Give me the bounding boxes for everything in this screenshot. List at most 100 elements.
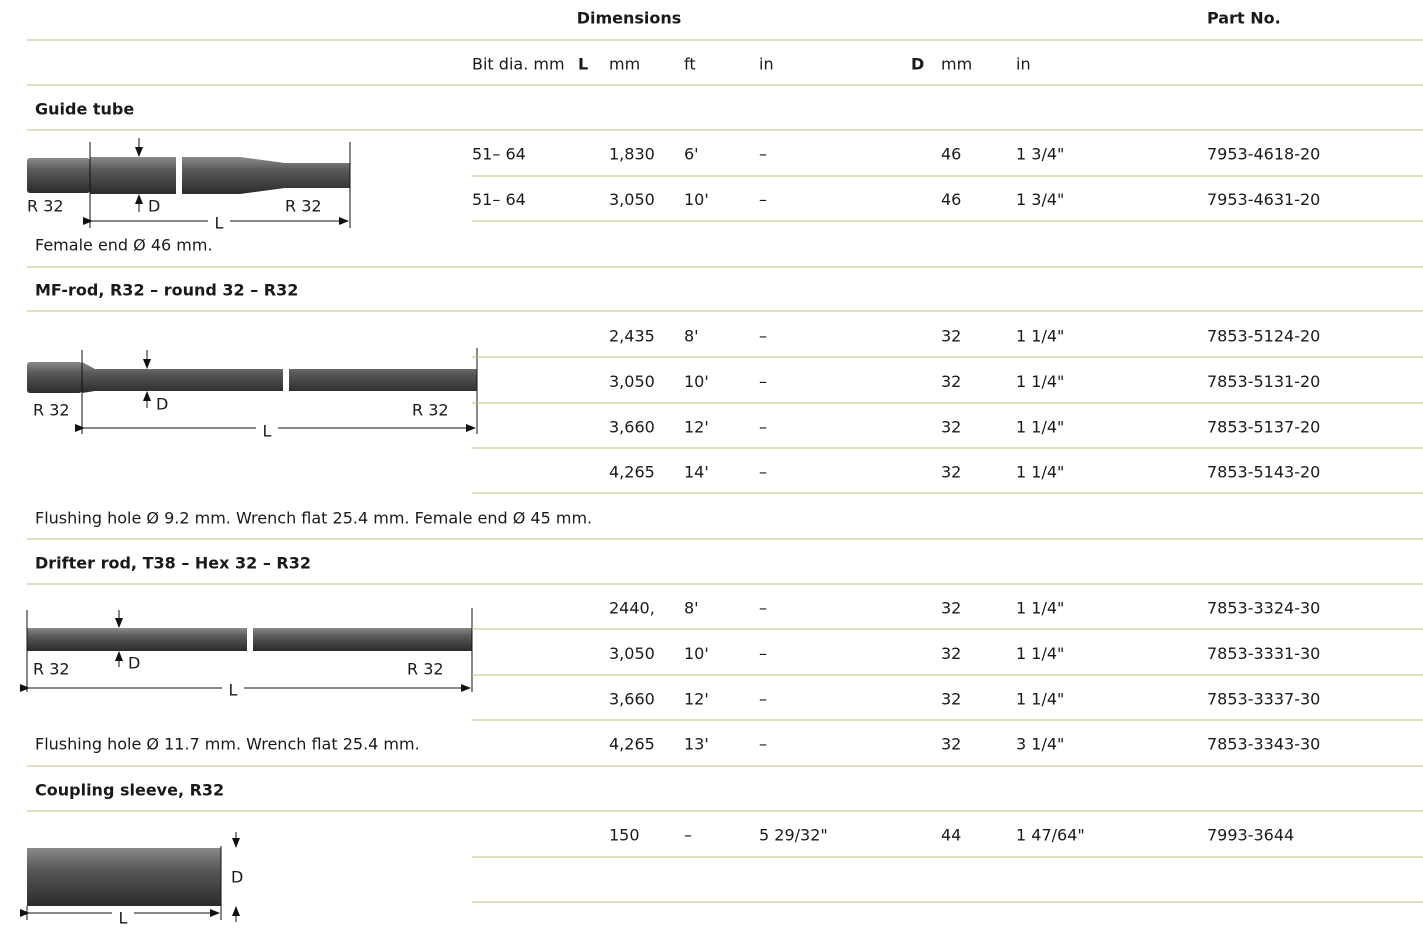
column-header: ft: [684, 55, 696, 74]
note: Female end Ø 46 mm.: [35, 236, 213, 255]
d-label: D: [156, 395, 168, 414]
cell: 7853-5143-20: [1207, 463, 1320, 482]
cell: 13': [684, 735, 709, 754]
cell: 32: [941, 417, 961, 436]
cell: –: [759, 599, 767, 618]
end-label: R 32: [33, 660, 70, 679]
cell: 7853-3337-30: [1207, 689, 1320, 708]
cell: 7853-5124-20: [1207, 327, 1320, 346]
cell: 1 1/4": [1016, 372, 1064, 391]
column-header: in: [1016, 55, 1031, 74]
cell: 32: [941, 327, 961, 346]
cell: 10': [684, 190, 709, 209]
cell: –: [759, 735, 767, 754]
cell: 7953-4618-20: [1207, 145, 1320, 164]
cell: –: [759, 644, 767, 663]
cell: 10': [684, 644, 709, 663]
cell: 1 3/4": [1016, 190, 1064, 209]
cell: 3,660: [609, 417, 655, 436]
note: Flushing hole Ø 9.2 mm. Wrench flat 25.4…: [35, 509, 592, 528]
l-label: L: [119, 909, 128, 928]
cell: 32: [941, 463, 961, 482]
cell: 7853-5131-20: [1207, 372, 1320, 391]
l-label: L: [229, 681, 238, 700]
column-header: mm: [941, 55, 972, 74]
cell: 10': [684, 372, 709, 391]
cell: 7853-5137-20: [1207, 417, 1320, 436]
d-label: D: [148, 197, 160, 216]
cell: 7853-3324-30: [1207, 599, 1320, 618]
cell: 8': [684, 327, 699, 346]
column-header: Bit dia. mm: [472, 55, 565, 74]
cell: 3,660: [609, 689, 655, 708]
cell: 8': [684, 599, 699, 618]
cell: –: [759, 417, 767, 436]
part-no-header: Part No.: [1207, 9, 1281, 28]
cell: 1 1/4": [1016, 599, 1064, 618]
cell: 51– 64: [472, 145, 526, 164]
end-label: R 32: [33, 401, 70, 420]
cell: 32: [941, 644, 961, 663]
cell: 7993-3644: [1207, 826, 1294, 845]
cell: 32: [941, 689, 961, 708]
cell: 51– 64: [472, 190, 526, 209]
cell: 1 1/4": [1016, 327, 1064, 346]
drifter-rod-diagram: R 32 R 32 D L: [20, 608, 473, 700]
cell: 4,265: [609, 735, 655, 754]
d-label: D: [128, 654, 140, 673]
cell: –: [759, 190, 767, 209]
end-label: R 32: [285, 197, 322, 216]
cell: 1,830: [609, 145, 655, 164]
cell: 1 1/4": [1016, 463, 1064, 482]
coupling-diagram: D L: [20, 832, 243, 928]
section-title: MF-rod, R32 – round 32 – R32: [35, 281, 298, 300]
end-label: R 32: [407, 660, 444, 679]
cell: 150: [609, 826, 640, 845]
cell: 12': [684, 689, 709, 708]
cell: 1 1/4": [1016, 689, 1064, 708]
column-header: in: [759, 55, 774, 74]
column-header: D: [911, 55, 924, 74]
section-title: Coupling sleeve, R32: [35, 781, 224, 800]
cell: 32: [941, 735, 961, 754]
cell: –: [759, 145, 767, 164]
cell: 14': [684, 463, 709, 482]
cell: 3,050: [609, 190, 655, 209]
cell: 3,050: [609, 644, 655, 663]
l-label: L: [215, 214, 224, 233]
cell: 2440,: [609, 599, 655, 618]
section-title: Drifter rod, T38 – Hex 32 – R32: [35, 554, 311, 573]
cell: 7853-3331-30: [1207, 644, 1320, 663]
cell: 1 1/4": [1016, 417, 1064, 436]
cell: 4,265: [609, 463, 655, 482]
column-header: mm: [609, 55, 640, 74]
cell: 46: [941, 190, 961, 209]
cell: 1 47/64": [1016, 826, 1085, 845]
cell: 32: [941, 372, 961, 391]
d-label: D: [231, 868, 243, 887]
cell: 1 3/4": [1016, 145, 1064, 164]
section-title: Guide tube: [35, 100, 134, 119]
cell: –: [759, 327, 767, 346]
cell: 3 1/4": [1016, 735, 1064, 754]
cell: 12': [684, 417, 709, 436]
cell: –: [759, 372, 767, 391]
end-label: R 32: [27, 197, 64, 216]
dimensions-header: Dimensions: [577, 9, 682, 28]
cell: 46: [941, 145, 961, 164]
column-header: L: [578, 55, 588, 74]
cell: 7853-3343-30: [1207, 735, 1320, 754]
mf-rod-diagram: R 32 R 32 D L: [27, 348, 478, 441]
cell: 44: [941, 826, 961, 845]
cell: 3,050: [609, 372, 655, 391]
cell: 2,435: [609, 327, 655, 346]
note: Flushing hole Ø 11.7 mm. Wrench flat 25.…: [35, 735, 420, 754]
cell: 7953-4631-20: [1207, 190, 1320, 209]
guide-tube-diagram: R 32 R 32 D L: [27, 138, 351, 233]
cell: –: [759, 463, 767, 482]
end-label: R 32: [412, 401, 449, 420]
cell: –: [759, 689, 767, 708]
cell: 5 29/32": [759, 826, 828, 845]
cell: 32: [941, 599, 961, 618]
